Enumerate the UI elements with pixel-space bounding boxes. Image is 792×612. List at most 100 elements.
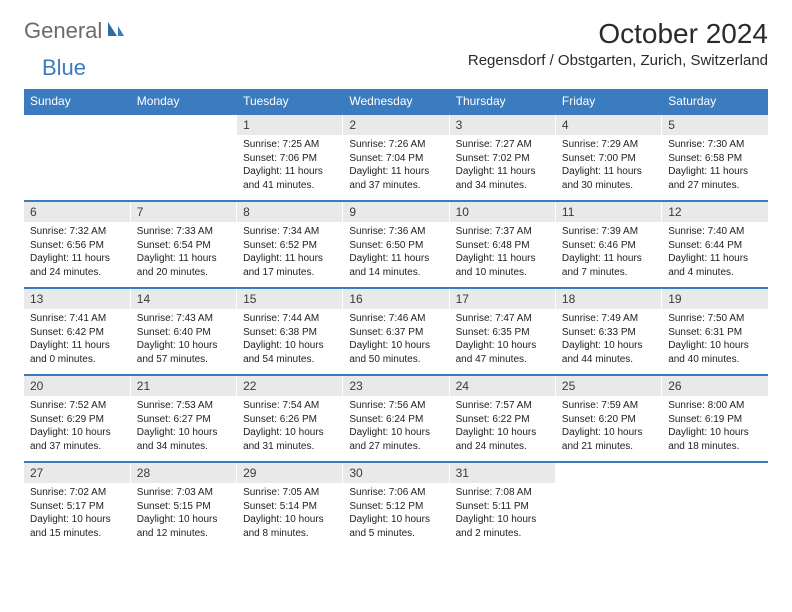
sunrise-text: Sunrise: 7:41 AM	[30, 312, 124, 326]
day-number-cell: 8	[237, 201, 343, 222]
sunset-text: Sunset: 5:11 PM	[456, 500, 549, 514]
day-number-cell: 22	[237, 375, 343, 396]
sunrise-text: Sunrise: 7:33 AM	[137, 225, 230, 239]
sunrise-text: Sunrise: 7:27 AM	[456, 138, 549, 152]
day-detail-cell: Sunrise: 7:52 AMSunset: 6:29 PMDaylight:…	[24, 396, 130, 462]
logo: General	[24, 18, 128, 44]
day-detail-cell: Sunrise: 7:29 AMSunset: 7:00 PMDaylight:…	[555, 135, 661, 201]
sunrise-text: Sunrise: 7:56 AM	[349, 399, 442, 413]
sunrise-text: Sunrise: 7:43 AM	[137, 312, 230, 326]
sunrise-text: Sunrise: 7:44 AM	[243, 312, 336, 326]
dayhead-tuesday: Tuesday	[237, 89, 343, 114]
sunrise-text: Sunrise: 7:26 AM	[349, 138, 442, 152]
daylight-text: Daylight: 11 hours and 34 minutes.	[456, 165, 549, 192]
day-detail-cell: Sunrise: 7:46 AMSunset: 6:37 PMDaylight:…	[343, 309, 449, 375]
dayhead-sunday: Sunday	[24, 89, 130, 114]
sunrise-text: Sunrise: 7:46 AM	[349, 312, 442, 326]
sunrise-text: Sunrise: 7:29 AM	[562, 138, 655, 152]
dayhead-monday: Monday	[130, 89, 236, 114]
week-detail-row: Sunrise: 7:41 AMSunset: 6:42 PMDaylight:…	[24, 309, 768, 375]
daylight-text: Daylight: 11 hours and 41 minutes.	[243, 165, 336, 192]
sunset-text: Sunset: 6:37 PM	[349, 326, 442, 340]
day-detail-cell: Sunrise: 7:44 AMSunset: 6:38 PMDaylight:…	[237, 309, 343, 375]
day-number-cell: 13	[24, 288, 130, 309]
sunrise-text: Sunrise: 7:53 AM	[137, 399, 230, 413]
day-number-cell: 24	[449, 375, 555, 396]
daylight-text: Daylight: 11 hours and 7 minutes.	[562, 252, 655, 279]
day-detail-cell: Sunrise: 7:56 AMSunset: 6:24 PMDaylight:…	[343, 396, 449, 462]
dayhead-thursday: Thursday	[449, 89, 555, 114]
dayhead-friday: Friday	[555, 89, 661, 114]
daylight-text: Daylight: 11 hours and 10 minutes.	[456, 252, 549, 279]
week-number-row: 13141516171819	[24, 288, 768, 309]
day-detail-cell: Sunrise: 7:36 AMSunset: 6:50 PMDaylight:…	[343, 222, 449, 288]
day-detail-cell: Sunrise: 7:34 AMSunset: 6:52 PMDaylight:…	[237, 222, 343, 288]
daylight-text: Daylight: 10 hours and 34 minutes.	[137, 426, 230, 453]
day-header-row: Sunday Monday Tuesday Wednesday Thursday…	[24, 89, 768, 114]
daylight-text: Daylight: 11 hours and 24 minutes.	[30, 252, 124, 279]
sunset-text: Sunset: 7:06 PM	[243, 152, 336, 166]
daylight-text: Daylight: 10 hours and 50 minutes.	[349, 339, 442, 366]
sunset-text: Sunset: 6:20 PM	[562, 413, 655, 427]
sunset-text: Sunset: 6:46 PM	[562, 239, 655, 253]
day-detail-cell: Sunrise: 7:37 AMSunset: 6:48 PMDaylight:…	[449, 222, 555, 288]
daylight-text: Daylight: 11 hours and 27 minutes.	[668, 165, 762, 192]
day-number-cell: 16	[343, 288, 449, 309]
sunset-text: Sunset: 7:00 PM	[562, 152, 655, 166]
day-number-cell	[555, 462, 661, 483]
daylight-text: Daylight: 10 hours and 15 minutes.	[30, 513, 124, 540]
day-number-cell: 29	[237, 462, 343, 483]
sunrise-text: Sunrise: 7:08 AM	[456, 486, 549, 500]
daylight-text: Daylight: 10 hours and 54 minutes.	[243, 339, 336, 366]
day-number-cell: 9	[343, 201, 449, 222]
sunset-text: Sunset: 6:38 PM	[243, 326, 336, 340]
day-number-cell: 21	[130, 375, 236, 396]
day-detail-cell: Sunrise: 7:53 AMSunset: 6:27 PMDaylight:…	[130, 396, 236, 462]
day-detail-cell: Sunrise: 8:00 AMSunset: 6:19 PMDaylight:…	[662, 396, 768, 462]
daylight-text: Daylight: 10 hours and 47 minutes.	[456, 339, 549, 366]
day-number-cell: 28	[130, 462, 236, 483]
month-title: October 2024	[468, 18, 768, 50]
day-detail-cell: Sunrise: 7:59 AMSunset: 6:20 PMDaylight:…	[555, 396, 661, 462]
sunset-text: Sunset: 5:12 PM	[349, 500, 442, 514]
logo-text-blue: Blue	[42, 55, 86, 81]
sunset-text: Sunset: 7:02 PM	[456, 152, 549, 166]
day-number-cell: 23	[343, 375, 449, 396]
week-number-row: 6789101112	[24, 201, 768, 222]
daylight-text: Daylight: 10 hours and 18 minutes.	[668, 426, 762, 453]
dayhead-saturday: Saturday	[662, 89, 768, 114]
sunrise-text: Sunrise: 7:50 AM	[668, 312, 762, 326]
day-number-cell: 25	[555, 375, 661, 396]
sunrise-text: Sunrise: 7:02 AM	[30, 486, 124, 500]
sunset-text: Sunset: 6:24 PM	[349, 413, 442, 427]
daylight-text: Daylight: 10 hours and 40 minutes.	[668, 339, 762, 366]
sunrise-text: Sunrise: 7:25 AM	[243, 138, 336, 152]
day-detail-cell: Sunrise: 7:57 AMSunset: 6:22 PMDaylight:…	[449, 396, 555, 462]
sunrise-text: Sunrise: 7:52 AM	[30, 399, 124, 413]
day-detail-cell	[555, 483, 661, 548]
sunrise-text: Sunrise: 7:47 AM	[456, 312, 549, 326]
day-number-cell: 31	[449, 462, 555, 483]
day-detail-cell: Sunrise: 7:40 AMSunset: 6:44 PMDaylight:…	[662, 222, 768, 288]
day-number-cell: 11	[555, 201, 661, 222]
day-number-cell: 18	[555, 288, 661, 309]
day-number-cell: 20	[24, 375, 130, 396]
sunset-text: Sunset: 6:52 PM	[243, 239, 336, 253]
daylight-text: Daylight: 10 hours and 5 minutes.	[349, 513, 442, 540]
sunrise-text: Sunrise: 7:57 AM	[456, 399, 549, 413]
day-detail-cell: Sunrise: 7:32 AMSunset: 6:56 PMDaylight:…	[24, 222, 130, 288]
sunrise-text: Sunrise: 7:40 AM	[668, 225, 762, 239]
day-detail-cell	[662, 483, 768, 548]
daylight-text: Daylight: 10 hours and 8 minutes.	[243, 513, 336, 540]
day-detail-cell: Sunrise: 7:08 AMSunset: 5:11 PMDaylight:…	[449, 483, 555, 548]
sunrise-text: Sunrise: 7:36 AM	[349, 225, 442, 239]
sunrise-text: Sunrise: 7:59 AM	[562, 399, 655, 413]
sunrise-text: Sunrise: 7:30 AM	[668, 138, 762, 152]
calendar-table: Sunday Monday Tuesday Wednesday Thursday…	[24, 89, 768, 548]
calendar-page: General October 2024 Regensdorf / Obstga…	[0, 0, 792, 560]
sunset-text: Sunset: 6:19 PM	[668, 413, 762, 427]
sunrise-text: Sunrise: 7:37 AM	[456, 225, 549, 239]
day-detail-cell	[130, 135, 236, 201]
week-detail-row: Sunrise: 7:25 AMSunset: 7:06 PMDaylight:…	[24, 135, 768, 201]
location: Regensdorf / Obstgarten, Zurich, Switzer…	[468, 52, 768, 69]
